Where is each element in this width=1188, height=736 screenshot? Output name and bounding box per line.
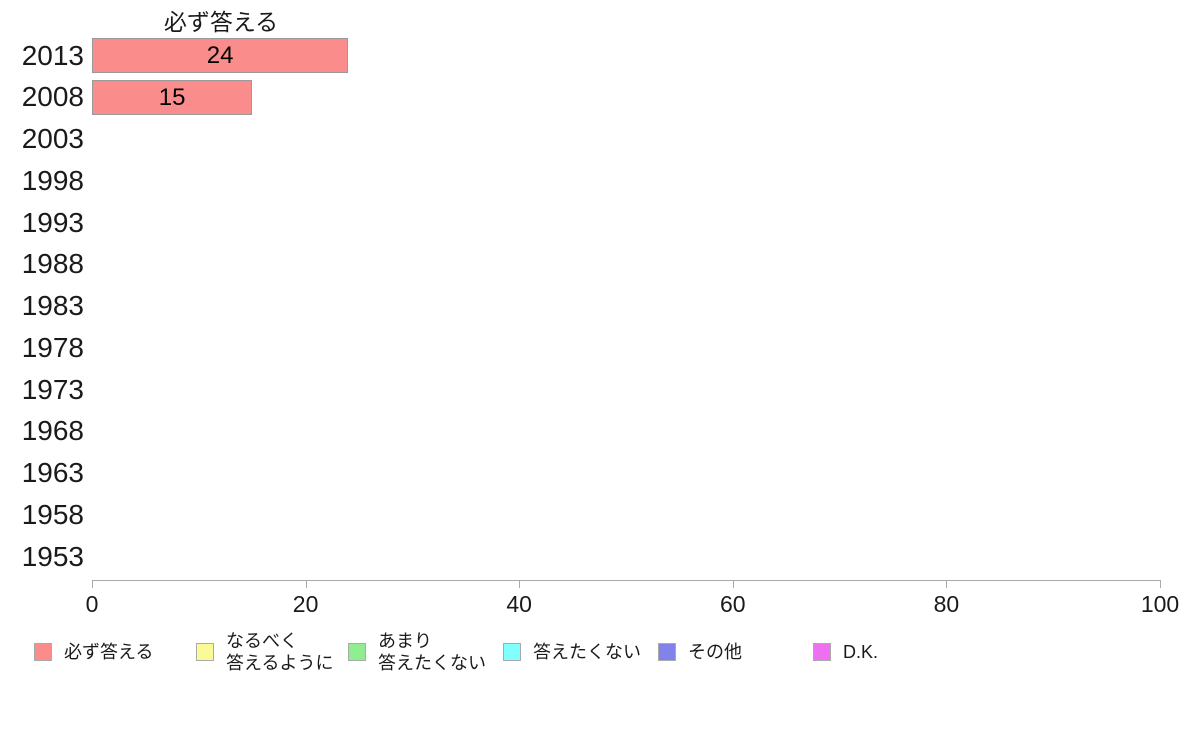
x-axis-tick-0 (92, 580, 93, 588)
x-axis-tick-80 (946, 580, 948, 588)
x-axis-tick-label-20: 20 (292, 591, 319, 617)
x-axis-tick-40 (519, 580, 521, 588)
x-axis-tick-20 (305, 580, 307, 588)
y-axis-label-2003: 2003 (21, 123, 84, 154)
x-axis-tick-label-60: 60 (720, 591, 746, 617)
legend-item-5[interactable]: その他 (658, 628, 742, 676)
legend-label: D.K. (843, 642, 879, 662)
legend-swatch-icon (503, 643, 521, 661)
x-axis-tick-label-0: 0 (85, 591, 99, 617)
x-axis-tick-label-40: 40 (506, 591, 532, 617)
legend-item-1[interactable]: 必ず答える (34, 628, 153, 676)
x-axis-tick-60 (732, 580, 734, 588)
legend-swatch-icon (658, 643, 676, 661)
y-axis-label-1993: 1993 (21, 206, 84, 238)
y-axis-label-1998: 1998 (21, 164, 84, 196)
bar-value-label: 24 (206, 42, 234, 69)
legend-item-2[interactable]: なるべく 答えるように (196, 628, 333, 676)
legend-label: なるべく 答えるように (226, 631, 334, 673)
y-axis-label-1983: 1983 (21, 290, 84, 321)
y-axis-label-1963: 1963 (21, 457, 84, 488)
legend-label: 必ず答える (64, 642, 154, 662)
bar-value-label: 15 (158, 83, 186, 111)
x-axis-tick-label-100: 100 (1140, 591, 1180, 617)
y-axis-label-1978: 1978 (21, 331, 84, 363)
legend-swatch-icon (34, 643, 52, 661)
legend-item-6[interactable]: D.K. (813, 628, 878, 676)
legend-swatch-icon (348, 643, 366, 661)
x-axis-tick-label-80: 80 (933, 591, 960, 617)
y-axis-label-1953: 1953 (21, 540, 84, 572)
bar-2013[interactable]: 24 (92, 38, 349, 73)
legend-label: 答えたくない (533, 642, 641, 662)
legend-item-4[interactable]: 答えたくない (503, 628, 641, 676)
legend-swatch-icon (813, 643, 831, 661)
bar-2008[interactable]: 15 (92, 79, 253, 115)
legend-label: その他 (688, 642, 742, 662)
y-axis-label-1988: 1988 (21, 248, 84, 280)
x-axis-line (92, 580, 1160, 581)
y-axis-label-1968: 1968 (21, 415, 84, 447)
chart-title: 必ず答える (163, 9, 279, 35)
y-axis-label-2008: 2008 (21, 81, 84, 113)
y-axis-label-2013: 2013 (21, 39, 84, 71)
legend-label: あまり 答えたくない (378, 631, 486, 673)
y-axis-label-1973: 1973 (21, 373, 84, 405)
x-axis-tick-100 (1160, 580, 1161, 588)
y-axis-label-1958: 1958 (21, 498, 84, 530)
legend-item-3[interactable]: あまり 答えたくない (348, 628, 486, 676)
legend-swatch-icon (196, 643, 214, 661)
